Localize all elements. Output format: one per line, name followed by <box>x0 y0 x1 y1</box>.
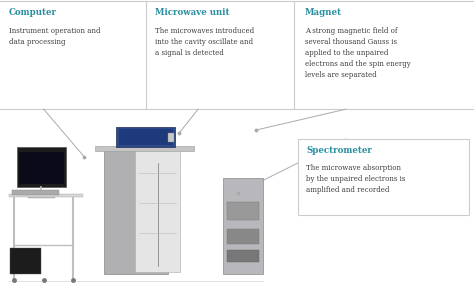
Bar <box>135 148 180 272</box>
Bar <box>223 178 263 274</box>
Text: Spectrometer: Spectrometer <box>306 146 372 155</box>
Bar <box>168 133 174 142</box>
Text: The microwaves introduced
into the cavity oscillate and
a signal is detected: The microwaves introduced into the cavit… <box>155 27 255 57</box>
Bar <box>12 190 59 195</box>
Bar <box>9 194 83 197</box>
FancyBboxPatch shape <box>298 139 469 215</box>
Text: Instrument operation and
data processing: Instrument operation and data processing <box>9 27 100 46</box>
Text: Microwave unit: Microwave unit <box>155 8 230 17</box>
Bar <box>19 152 64 184</box>
Text: Computer: Computer <box>9 8 56 17</box>
Bar <box>17 147 66 187</box>
Bar <box>28 195 55 198</box>
Text: A strong magnetic field of
several thousand Gauss is
applied to the unpaired
ele: A strong magnetic field of several thous… <box>305 27 410 79</box>
Bar <box>227 229 259 244</box>
Bar <box>116 127 175 147</box>
Text: Magnet: Magnet <box>305 8 342 17</box>
Bar <box>10 248 41 274</box>
Bar <box>104 150 168 274</box>
Bar <box>118 129 173 145</box>
Bar <box>227 250 259 262</box>
Bar <box>227 202 259 220</box>
Bar <box>95 146 194 151</box>
Text: The microwave absorption
by the unpaired electrons is
amplified and recorded: The microwave absorption by the unpaired… <box>306 164 406 194</box>
